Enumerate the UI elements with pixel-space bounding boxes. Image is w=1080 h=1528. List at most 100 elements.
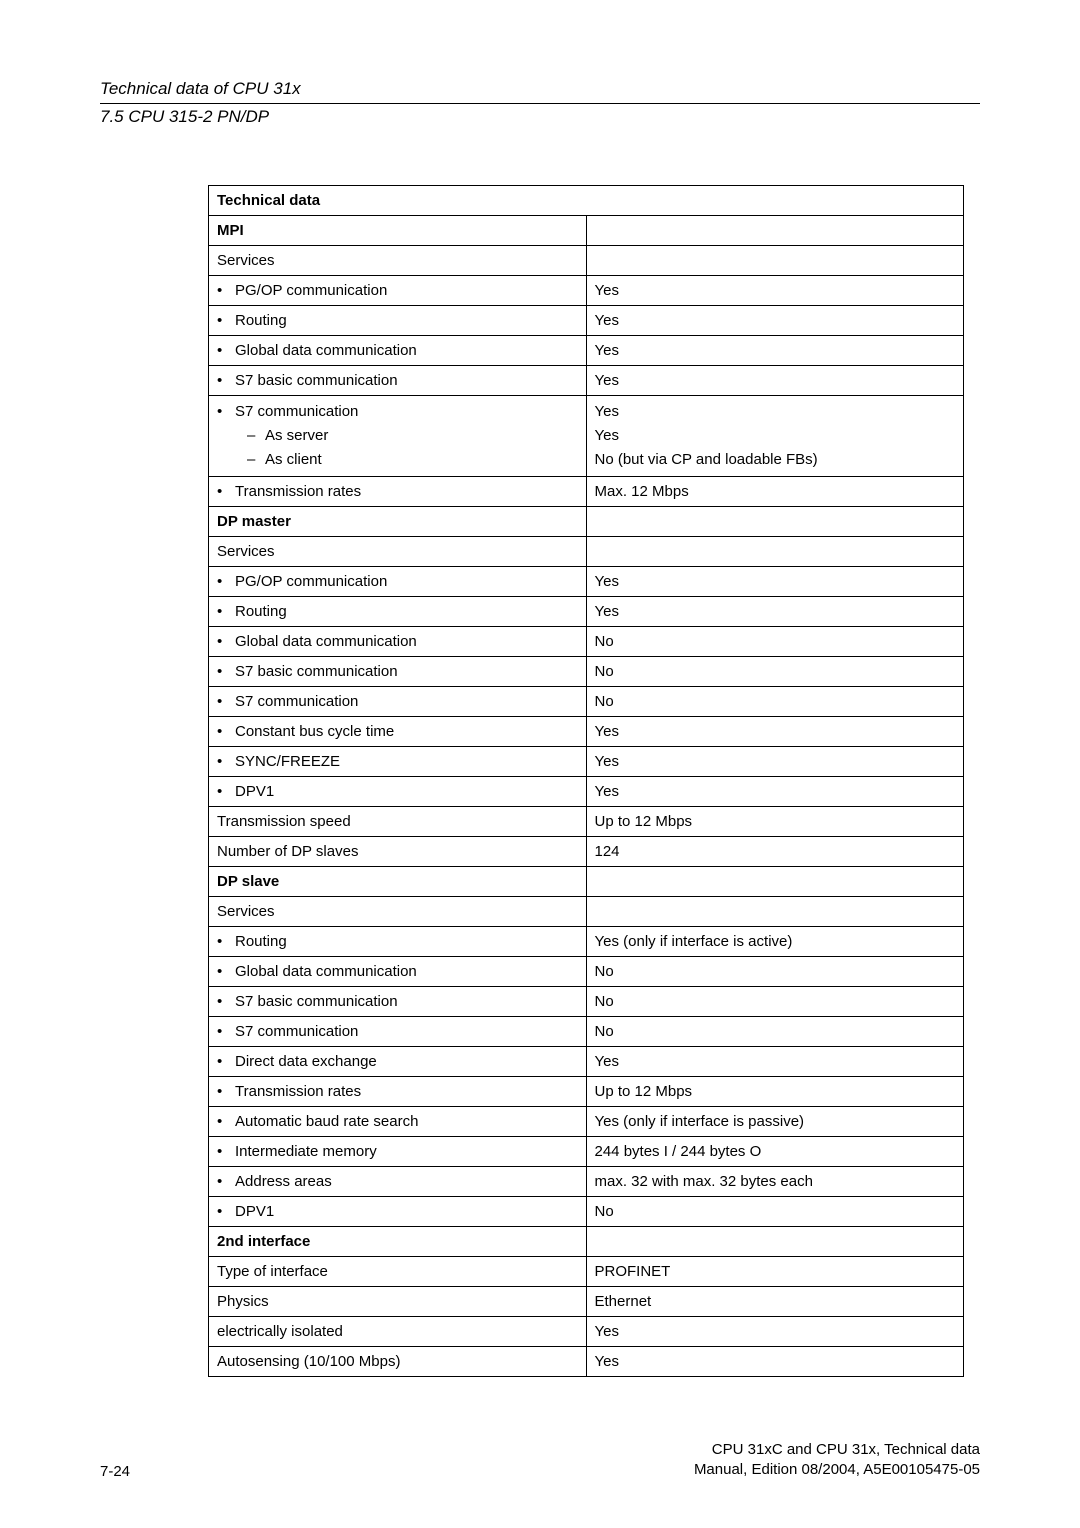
section-mpi: MPI — [209, 215, 587, 245]
cell-label: Constant bus cycle time — [235, 723, 394, 740]
cell: Number of DP slaves — [209, 836, 587, 866]
cell: Services — [209, 896, 587, 926]
header-line-2: 7.5 CPU 315-2 PN/DP — [100, 106, 980, 129]
cell — [586, 1226, 964, 1256]
cell: Yes — [586, 365, 964, 395]
cell: electrically isolated — [209, 1316, 587, 1346]
cell-label: Transmission rates — [235, 483, 361, 500]
cell-label: DPV1 — [235, 783, 274, 800]
cell: •S7 basic communication — [209, 986, 587, 1016]
cell-value: Yes — [595, 424, 956, 448]
cell: •Constant bus cycle time — [209, 716, 587, 746]
cell-label: Global data communication — [235, 963, 417, 980]
cell: Yes — [586, 1046, 964, 1076]
cell: Ethernet — [586, 1286, 964, 1316]
cell: •Routing — [209, 926, 587, 956]
cell: •Intermediate memory — [209, 1136, 587, 1166]
cell: •PG/OP communication — [209, 275, 587, 305]
cell: No — [586, 986, 964, 1016]
cell: •PG/OP communication — [209, 566, 587, 596]
cell: Up to 12 Mbps — [586, 806, 964, 836]
cell-label: S7 basic communication — [235, 372, 398, 389]
cell: •S7 basic communication — [209, 656, 587, 686]
cell: No — [586, 626, 964, 656]
header-line-1: Technical data of CPU 31x — [100, 78, 980, 104]
cell: Yes (only if interface is passive) — [586, 1106, 964, 1136]
cell: •Global data communication — [209, 956, 587, 986]
cell: Services — [209, 536, 587, 566]
cell: Autosensing (10/100 Mbps) — [209, 1346, 587, 1376]
cell — [586, 866, 964, 896]
cell: No — [586, 656, 964, 686]
cell-label: Direct data exchange — [235, 1053, 377, 1070]
cell: max. 32 with max. 32 bytes each — [586, 1166, 964, 1196]
technical-data-table: Technical data MPI Services •PG/OP commu… — [208, 185, 964, 1377]
cell-label: DPV1 — [235, 1203, 274, 1220]
cell: •Routing — [209, 305, 587, 335]
table-title: Technical data — [209, 185, 964, 215]
cell: Yes — [586, 566, 964, 596]
cell: •Automatic baud rate search — [209, 1106, 587, 1136]
cell — [586, 245, 964, 275]
cell: Yes — [586, 746, 964, 776]
footer-line-1: CPU 31xC and CPU 31x, Technical data — [694, 1440, 980, 1460]
cell: •Address areas — [209, 1166, 587, 1196]
cell: Up to 12 Mbps — [586, 1076, 964, 1106]
cell: Max. 12 Mbps — [586, 476, 964, 506]
cell-label: S7 communication — [235, 403, 358, 420]
section-dp-slave: DP slave — [209, 866, 587, 896]
cell-label: PG/OP communication — [235, 573, 387, 590]
page-footer: 7-24 CPU 31xC and CPU 31x, Technical dat… — [100, 1440, 980, 1481]
cell: Yes — [586, 1316, 964, 1346]
cell-sublabel: As server — [265, 427, 328, 444]
cell: No — [586, 1196, 964, 1226]
cell: No — [586, 686, 964, 716]
cell — [586, 896, 964, 926]
cell: •Transmission rates — [209, 1076, 587, 1106]
cell-label: SYNC/FREEZE — [235, 753, 340, 770]
cell: •S7 basic communication — [209, 365, 587, 395]
section-dp-master: DP master — [209, 506, 587, 536]
cell: •Transmission rates — [209, 476, 587, 506]
cell-label: S7 basic communication — [235, 993, 398, 1010]
cell: •SYNC/FREEZE — [209, 746, 587, 776]
cell — [586, 506, 964, 536]
cell: Yes — [586, 716, 964, 746]
cell-value: Yes — [595, 400, 956, 424]
cell: Yes (only if interface is active) — [586, 926, 964, 956]
cell: •S7 communication — [209, 1016, 587, 1046]
cell: •Global data communication — [209, 335, 587, 365]
section-2nd-interface: 2nd interface — [209, 1226, 587, 1256]
cell-label: PG/OP communication — [235, 282, 387, 299]
cell: •Direct data exchange — [209, 1046, 587, 1076]
cell-value: No (but via CP and loadable FBs) — [595, 448, 956, 472]
page-header: Technical data of CPU 31x 7.5 CPU 315-2 … — [100, 78, 980, 129]
cell-label: Routing — [235, 603, 287, 620]
cell: Yes — [586, 275, 964, 305]
cell-label: S7 basic communication — [235, 663, 398, 680]
cell: 244 bytes I / 244 bytes O — [586, 1136, 964, 1166]
cell-label: Intermediate memory — [235, 1143, 377, 1160]
cell — [586, 536, 964, 566]
cell: •S7 communication –As server –As client — [209, 395, 587, 476]
cell: Yes Yes No (but via CP and loadable FBs) — [586, 395, 964, 476]
cell-label: Routing — [235, 933, 287, 950]
cell: Physics — [209, 1286, 587, 1316]
cell: No — [586, 1016, 964, 1046]
cell: •DPV1 — [209, 776, 587, 806]
cell-label: Global data communication — [235, 633, 417, 650]
cell: Type of interface — [209, 1256, 587, 1286]
cell: No — [586, 956, 964, 986]
cell-label: Address areas — [235, 1173, 332, 1190]
cell: Yes — [586, 305, 964, 335]
cell: Yes — [586, 596, 964, 626]
cell: Services — [209, 245, 587, 275]
cell: PROFINET — [586, 1256, 964, 1286]
cell: •Routing — [209, 596, 587, 626]
cell: Transmission speed — [209, 806, 587, 836]
page-number: 7-24 — [100, 1463, 130, 1480]
cell: •S7 communication — [209, 686, 587, 716]
cell: Yes — [586, 776, 964, 806]
cell-label: Transmission rates — [235, 1083, 361, 1100]
cell-label: Automatic baud rate search — [235, 1113, 418, 1130]
